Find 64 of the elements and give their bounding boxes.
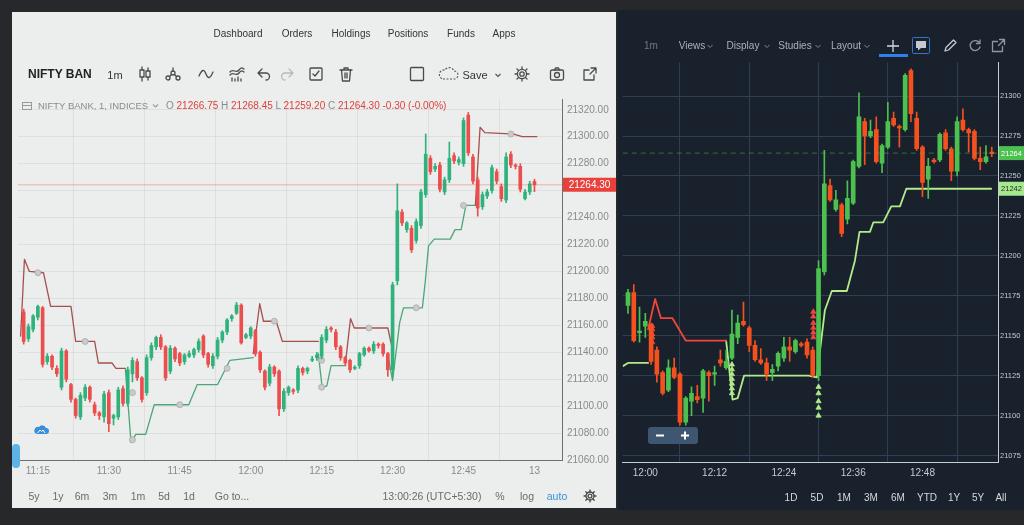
text: Orders [281,28,313,40]
text: 6M [891,492,905,504]
y-tick-label: 21140.00 [567,345,609,357]
y-tick-label: 21280.00 [567,157,610,169]
y-tick-label: 21180.00 [567,292,609,304]
y-tick-label: 21060.00 [567,453,610,465]
text: Apps [492,28,516,40]
text: 1y [52,489,64,503]
text: Display [726,40,760,52]
text: Holdings [331,28,371,40]
text: 1m [130,489,146,503]
x-tick-label: 12:24 [771,466,797,478]
x-tick-label: 12:45 [451,464,477,476]
x-tick-label: 13 [528,464,541,476]
x-tick-label: 12:12 [702,466,728,478]
chart-title: NIFTY BAN [28,67,92,82]
text: 5Y [971,492,985,504]
text: All [995,492,1007,504]
text: Funds [447,28,475,40]
text: 1D [784,492,798,504]
text: 1m [107,68,123,82]
text: O 21266.75 H 21268.45 L 21259.20 C 21264.30 -0.30 (-0.00%) [166,100,447,112]
x-tick-label: 12:00 [632,466,659,478]
x-tick-label: 12:48 [909,466,936,478]
x-tick-label: 12:00 [238,464,264,476]
y-tick-label: 21200.00 [567,265,610,277]
text: Dashboard [213,28,263,40]
x-tick-label: 12:30 [380,464,406,476]
y-tick-label: 21100.00 [567,399,609,411]
text: 5y [28,489,40,503]
text: 3m [102,489,118,503]
y-tick-label: 21300.00 [567,130,610,142]
text: 1Y [947,492,961,504]
text: 5d [158,489,170,503]
text: log [519,489,535,503]
text: 6m [74,489,90,503]
text: auto [546,489,568,503]
x-tick-label: 11:30 [96,464,122,476]
y-tick-label: 21240.00 [567,211,610,223]
text: 13:00:26 (UTC+5:30) [382,489,482,503]
text: 1m [644,40,658,52]
x-tick-label: 11:15 [25,464,51,476]
text: YTD [917,492,937,504]
text: % [495,489,505,503]
text: Go to... [214,489,250,503]
y-tick-label: 21220.00 [567,238,610,250]
text: 1d [183,489,195,503]
text: 1M [837,492,851,504]
text: 3M [864,492,878,504]
x-tick-label: 12:36 [840,466,867,478]
y-tick-label: 21320.00 [567,103,610,115]
text: 5D [810,492,824,504]
x-tick-label: 12:15 [309,464,335,476]
text: Layout [830,40,862,52]
ref-line-label: 21264.30 [568,179,611,191]
y-tick-label: 21160.00 [567,319,609,331]
y-tick-label: 21120.00 [567,372,609,384]
text: Save [462,68,488,82]
y-tick-label: 21080.00 [567,426,610,438]
text: Studies [778,40,812,52]
chart-subtitle: NIFTY BANK, 1, INDICES [38,99,149,112]
x-tick-label: 11:45 [167,464,193,476]
text: Views [678,40,706,52]
text: Positions [387,28,429,40]
